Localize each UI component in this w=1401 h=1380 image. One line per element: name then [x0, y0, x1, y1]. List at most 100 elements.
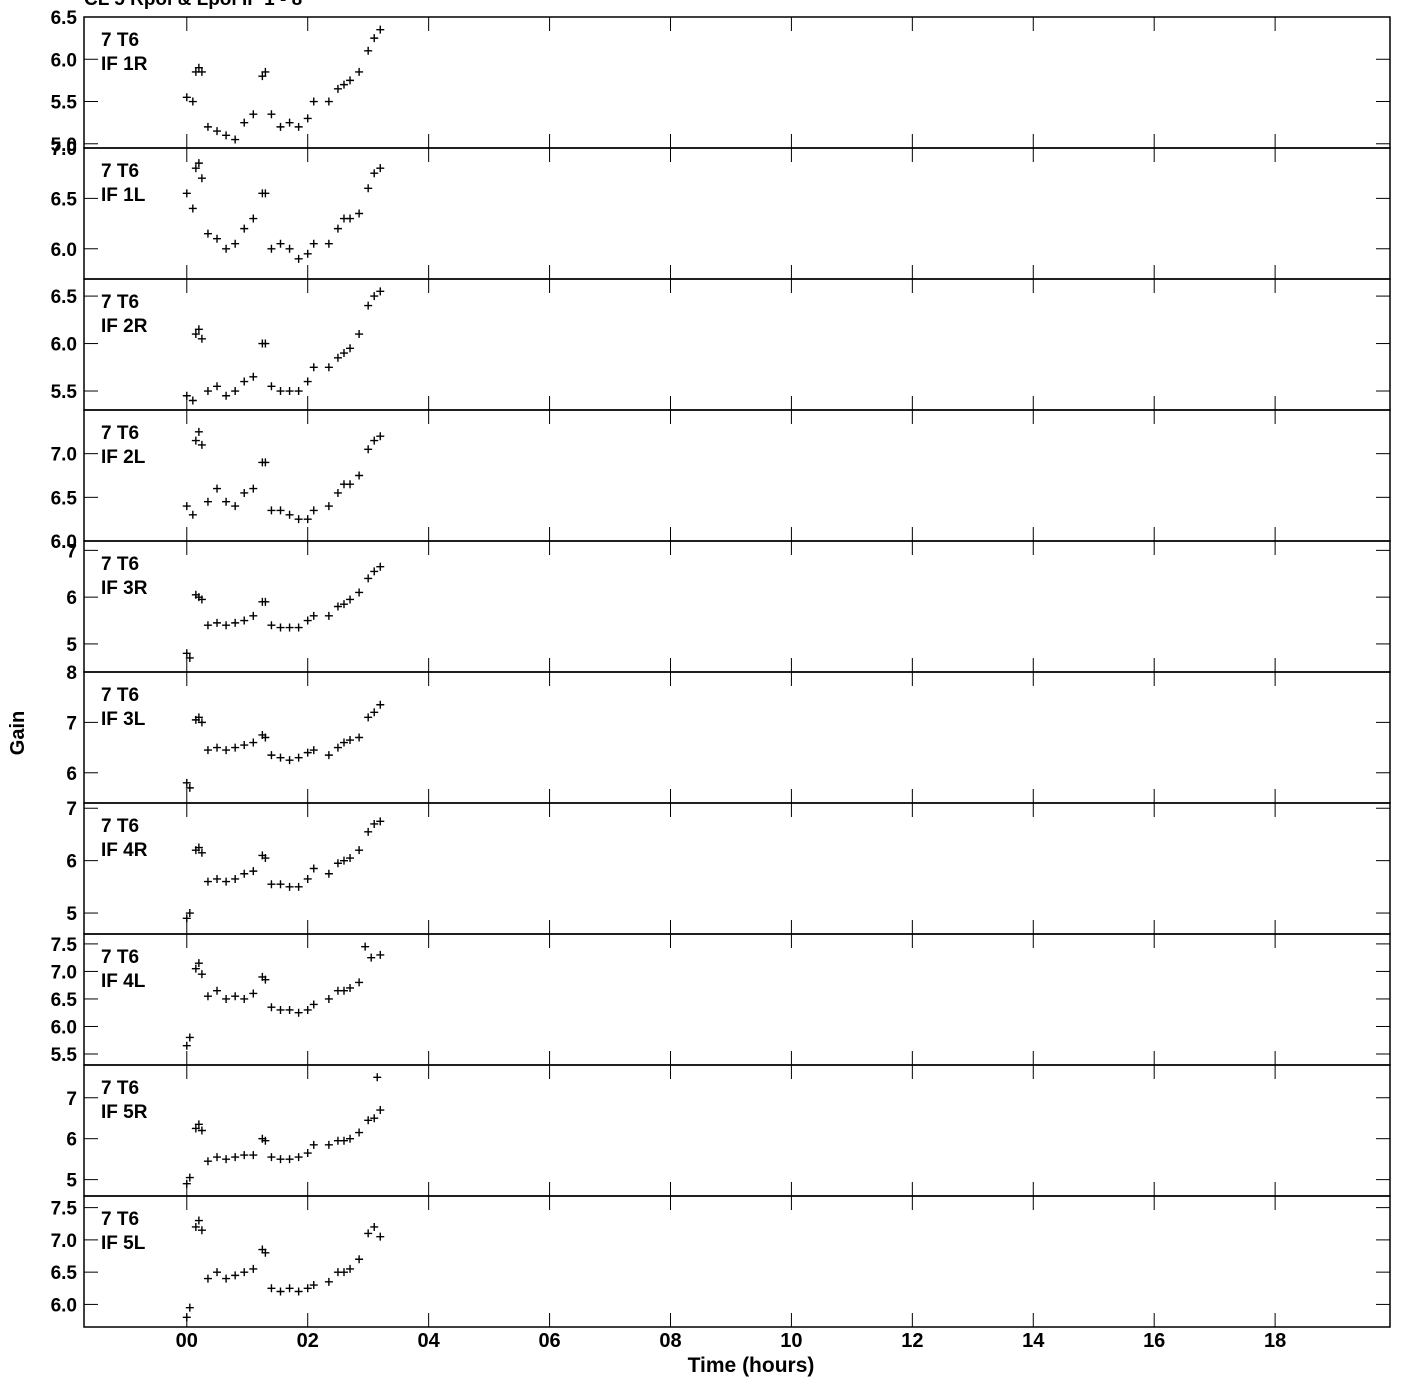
y-tick-label: 7 [66, 541, 77, 562]
data-point [294, 623, 303, 632]
data-point [240, 1151, 249, 1160]
data-point [346, 344, 355, 353]
data-point [276, 1287, 285, 1296]
data-point [240, 616, 249, 625]
data-point [346, 736, 355, 745]
data-point [185, 909, 194, 918]
data-point [370, 567, 379, 576]
data-point [222, 131, 231, 140]
data-point [285, 510, 294, 519]
y-tick-label: 6 [66, 1130, 77, 1151]
data-point [203, 497, 212, 506]
data-point [182, 1179, 191, 1188]
data-point [261, 67, 270, 76]
data-point [185, 653, 194, 662]
data-point [249, 611, 258, 620]
panel-channel-label: IF 3L [101, 709, 146, 730]
data-point [276, 1005, 285, 1014]
data-point [333, 859, 342, 868]
panel-channel-label: IF 5R [101, 1102, 148, 1123]
panel-frame [83, 540, 1391, 673]
data-point [267, 621, 276, 630]
data-point [261, 854, 270, 863]
data-point [261, 1248, 270, 1257]
data-point [267, 880, 276, 889]
data-point [261, 733, 270, 742]
data-point [240, 869, 249, 878]
data-point [203, 621, 212, 630]
data-point [231, 874, 240, 883]
data-point [333, 224, 342, 233]
data-point [364, 1229, 373, 1238]
data-point [309, 611, 318, 620]
data-point [294, 1153, 303, 1162]
data-point [370, 292, 379, 301]
y-tick-label: 5 [66, 1171, 77, 1192]
data-point [376, 164, 385, 173]
data-point [276, 239, 285, 248]
data-point [249, 738, 258, 747]
data-point [267, 751, 276, 760]
panel-channel-label: IF 2L [101, 447, 146, 468]
y-tick-label: 6.5 [51, 189, 78, 210]
data-point [213, 484, 222, 493]
data-point [303, 377, 312, 386]
panel-channel-label: IF 4L [101, 971, 146, 992]
data-points [182, 159, 385, 263]
data-point [361, 942, 370, 951]
data-point [294, 387, 303, 396]
data-point [213, 986, 222, 995]
data-point [267, 244, 276, 253]
data-point [376, 287, 385, 296]
data-point [249, 484, 258, 493]
y-tick-label: 6.5 [51, 287, 78, 308]
data-point [303, 114, 312, 123]
y-tick-label: 5.5 [51, 93, 78, 114]
data-point [276, 506, 285, 515]
panel-station-label: 7 T6 [101, 1209, 139, 1230]
data-point [191, 1124, 200, 1133]
data-point [294, 1287, 303, 1296]
panel-if-3r: 5 6 7 7 T6 IF 3R [66, 540, 1391, 673]
data-point [194, 427, 203, 436]
data-point [222, 877, 231, 886]
data-point [203, 229, 212, 238]
data-point [339, 986, 348, 995]
data-point [197, 174, 206, 183]
data-point [240, 118, 249, 127]
data-point [370, 1114, 379, 1123]
data-point [285, 1005, 294, 1014]
data-point [213, 874, 222, 883]
y-tick-label: 6.0 [51, 335, 77, 356]
data-point [376, 950, 385, 959]
data-point [231, 387, 240, 396]
data-point [376, 25, 385, 34]
panel-station-label: 7 T6 [101, 423, 139, 444]
data-point [303, 874, 312, 883]
data-point [213, 618, 222, 627]
data-point [203, 1157, 212, 1166]
data-point [309, 239, 318, 248]
data-point [185, 783, 194, 792]
data-point [276, 387, 285, 396]
data-point [261, 597, 270, 606]
data-point [267, 1153, 276, 1162]
data-point [182, 189, 191, 198]
data-point [309, 1281, 318, 1290]
panel-channel-label: IF 2R [101, 316, 148, 337]
data-point [324, 869, 333, 878]
data-point [213, 127, 222, 136]
data-point [188, 396, 197, 405]
panel-channel-label: IF 3R [101, 578, 148, 599]
data-point [364, 574, 373, 583]
data-point [261, 339, 270, 348]
data-point [191, 964, 200, 973]
data-point [194, 843, 203, 852]
page-title: CL 5 Rpol & Lpol IF 1 - 8 [84, 0, 302, 10]
data-point [267, 110, 276, 119]
data-point [258, 72, 267, 81]
data-point [285, 387, 294, 396]
data-points [182, 700, 385, 792]
y-tick-label: 6.0 [51, 240, 77, 261]
data-point [355, 209, 364, 218]
